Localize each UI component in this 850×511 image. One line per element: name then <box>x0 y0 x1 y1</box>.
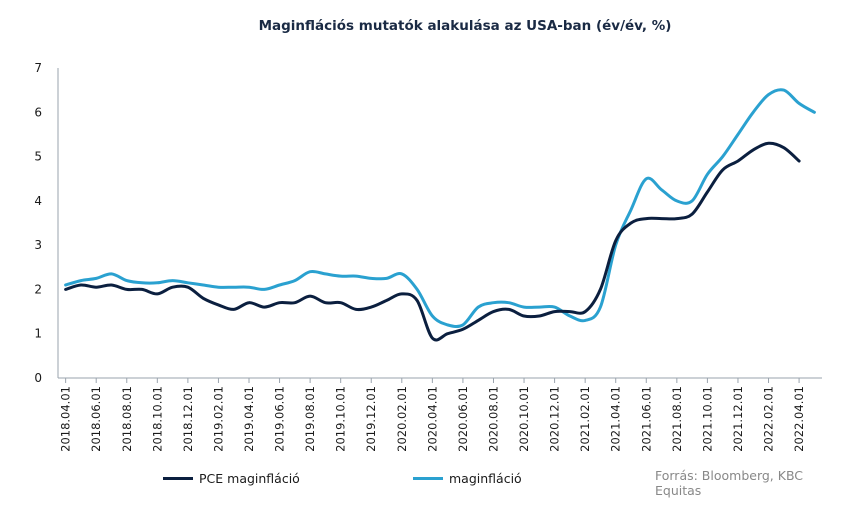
x-tick-label: 2022.02.01 <box>762 386 776 452</box>
x-tick-label: 2019.06.01 <box>273 386 287 452</box>
x-tick-label: 2018.04.01 <box>59 386 73 452</box>
legend-item-pce: PCE maginfláció <box>163 471 300 486</box>
x-tick-label: 2019.02.01 <box>211 386 225 452</box>
x-tick-label: 2021.02.01 <box>578 386 592 452</box>
legend-label-pce: PCE maginfláció <box>199 471 300 486</box>
x-tick-label: 2020.08.01 <box>486 386 500 452</box>
x-tick-label: 2020.06.01 <box>456 386 470 452</box>
x-tick-label: 2022.04.01 <box>792 386 806 452</box>
x-tick-label: 2021.08.01 <box>670 386 684 452</box>
x-tick-label: 2019.08.01 <box>303 386 317 452</box>
y-tick-label: 3 <box>34 238 42 252</box>
x-tick-label: 2020.02.01 <box>395 386 409 452</box>
x-tick-label: 2021.04.01 <box>609 386 623 452</box>
legend-item-core: maginfláció <box>413 471 522 486</box>
legend-label-core: maginfláció <box>449 471 522 486</box>
y-tick-label: 5 <box>34 150 42 164</box>
y-tick-label: 7 <box>34 61 42 75</box>
y-tick-label: 2 <box>34 282 42 296</box>
y-tick-label: 0 <box>34 371 42 385</box>
x-tick-label: 2020.10.01 <box>517 386 531 452</box>
x-tick-label: 2019.04.01 <box>242 386 256 452</box>
series-line-core-inflation <box>66 90 815 327</box>
legend-swatch-core <box>413 477 443 480</box>
y-tick-label: 1 <box>34 327 42 341</box>
x-tick-label: 2020.04.01 <box>425 386 439 452</box>
x-tick-label: 2021.10.01 <box>700 386 714 452</box>
series-line-pce-core-inflation <box>66 143 800 340</box>
x-tick-label: 2020.12.01 <box>548 386 562 452</box>
x-tick-label: 2018.06.01 <box>89 386 103 452</box>
source-note: Forrás: Bloomberg, KBC Equitas <box>655 468 850 498</box>
x-tick-label: 2019.10.01 <box>334 386 348 452</box>
x-tick-label: 2018.10.01 <box>150 386 164 452</box>
x-tick-label: 2021.06.01 <box>639 386 653 452</box>
legend-swatch-pce <box>163 477 193 480</box>
y-tick-label: 4 <box>34 194 42 208</box>
line-chart: 0 1 2 3 4 5 6 7 2018.04.01 2018.06.01 2018.08.01 20… <box>0 0 850 511</box>
x-tick-label: 2018.12.01 <box>181 386 195 452</box>
x-tick-label: 2019.12.01 <box>364 386 378 452</box>
x-tick-label: 2021.12.01 <box>731 386 745 452</box>
y-tick-label: 6 <box>34 105 42 119</box>
x-tick-label: 2018.08.01 <box>120 386 134 452</box>
